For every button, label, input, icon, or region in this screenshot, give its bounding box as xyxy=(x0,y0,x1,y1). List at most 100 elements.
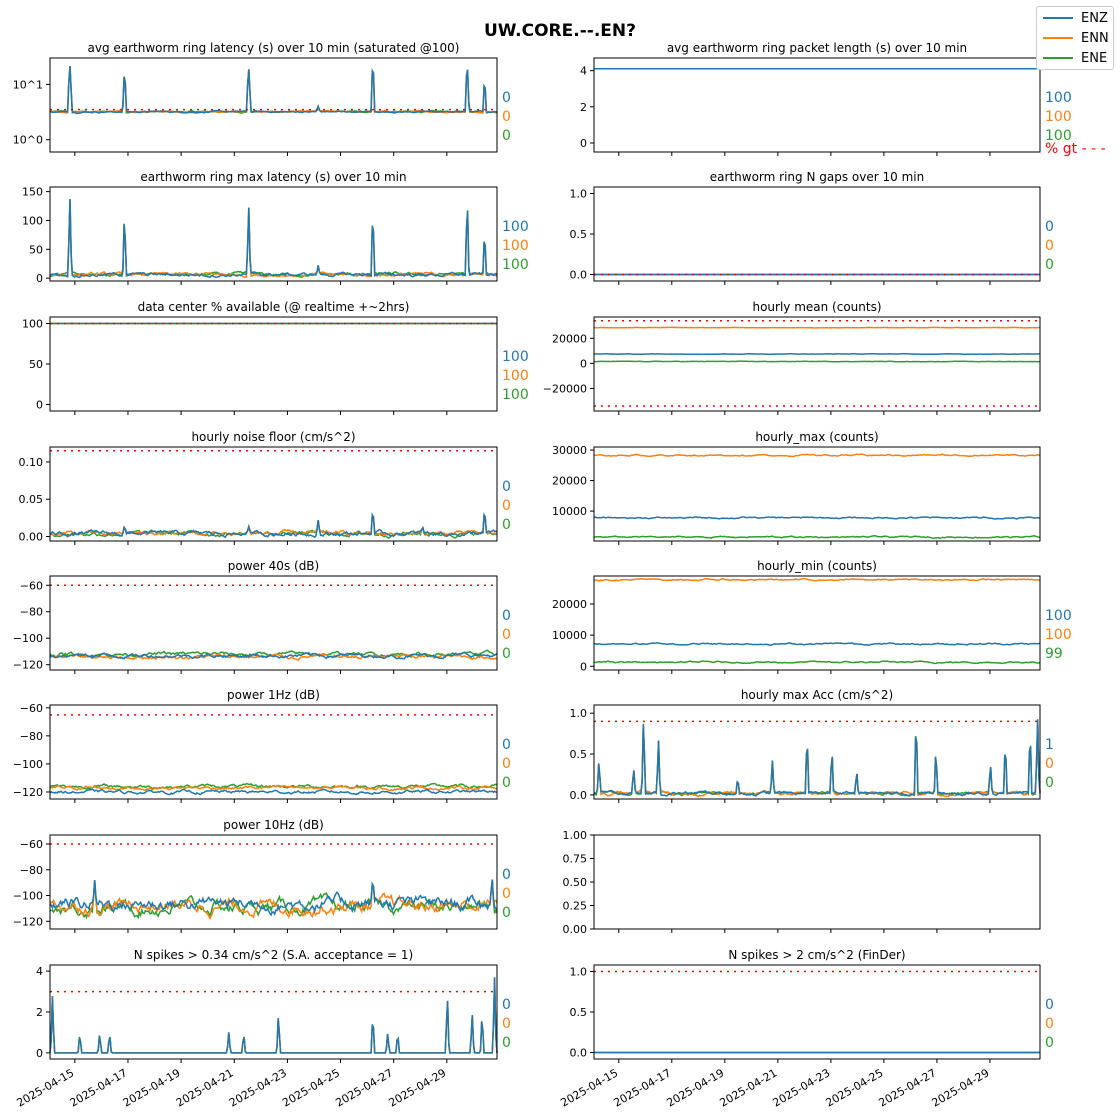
series-line-enz xyxy=(49,199,498,279)
plot-frame xyxy=(593,316,1041,412)
plot-frame xyxy=(593,57,1041,153)
y-tick-label: −120 xyxy=(13,915,43,928)
y-tick-label: −80 xyxy=(20,730,43,743)
series-line-enz xyxy=(593,642,1041,647)
percent-gt-enz: 0 xyxy=(502,997,511,1013)
series-line-ene xyxy=(49,198,498,279)
plot-frame xyxy=(49,316,498,412)
panel-p40: power 40s (dB) −120 −100 −80 −60 0 0 0 xyxy=(13,559,511,674)
y-tick-label: −60 xyxy=(20,702,43,715)
legend-label-enn: ENN xyxy=(1081,30,1109,46)
y-tick-label: −20000 xyxy=(543,382,587,395)
y-tick-label: 2 xyxy=(36,1006,43,1019)
y-tick-label: 0 xyxy=(36,272,43,285)
percent-gt-enz: 0 xyxy=(502,479,511,495)
series-line-enn xyxy=(49,199,498,278)
legend-swatch-ene xyxy=(1043,57,1073,59)
x-tick-label: 2025-04-29 xyxy=(930,1066,992,1109)
y-tick-label: 2 xyxy=(580,101,587,114)
panel-maxlat: earthworm ring max latency (s) over 10 m… xyxy=(22,170,529,285)
y-tick-label: 0 xyxy=(580,660,587,673)
series-line-enz xyxy=(593,719,1041,797)
percent-gt-ene: 99 xyxy=(1045,646,1063,662)
panel-title: hourly mean (counts) xyxy=(752,300,881,314)
y-tick-label: 20000 xyxy=(552,332,587,345)
panel-title: hourly_max (counts) xyxy=(755,430,878,444)
panel-title: power 40s (dB) xyxy=(228,559,319,573)
plot-frame xyxy=(49,704,498,800)
y-tick-label: 0.0 xyxy=(570,1047,588,1060)
x-tick-label: 2025-04-29 xyxy=(386,1066,448,1109)
series-line-ene xyxy=(593,534,1041,540)
percent-gt-ene: 0 xyxy=(502,905,511,921)
y-tick-label: −60 xyxy=(20,579,43,592)
panel-title: avg earthworm ring packet length (s) ove… xyxy=(667,41,967,55)
y-tick-label: 0 xyxy=(580,137,587,150)
panel-title: power 10Hz (dB) xyxy=(223,818,324,832)
legend-item-enn: ENN xyxy=(1043,29,1109,47)
y-tick-label: −120 xyxy=(13,786,43,799)
y-tick-label: 1.0 xyxy=(570,707,588,720)
y-tick-label: 10000 xyxy=(552,629,587,642)
y-tick-label: 1.0 xyxy=(570,965,588,978)
percent-gt-enz: 100 xyxy=(502,219,529,235)
x-tick-label: 2025-04-23 xyxy=(771,1066,833,1109)
figure-title: UW.CORE.--.EN? xyxy=(484,21,636,41)
series-line-enn xyxy=(594,326,1041,329)
panel-title: earthworm ring N gaps over 10 min xyxy=(710,170,924,184)
series-line-ene xyxy=(594,360,1041,363)
plot-frame xyxy=(49,964,498,1060)
panel-title: N spikes > 2 cm/s^2 (FinDer) xyxy=(728,948,905,962)
series-line-enn xyxy=(49,66,498,114)
panel-title: data center % available (@ realtime +~2h… xyxy=(138,300,410,314)
series-line-enn xyxy=(49,977,498,1054)
legend-swatch-enn xyxy=(1043,37,1073,39)
plot-frame xyxy=(593,834,1041,930)
x-tick-label: 2025-04-21 xyxy=(717,1066,779,1109)
legend-label-ene: ENE xyxy=(1081,50,1108,66)
y-tick-label: 150 xyxy=(22,186,43,199)
y-tick-label: 0.50 xyxy=(563,876,588,889)
percent-gt-ene: 0 xyxy=(502,1035,511,1051)
panel-hmean: hourly mean (counts) −20000 0 20000 xyxy=(543,300,1041,415)
series-line-enz xyxy=(594,352,1041,356)
percent-gt-ene: 0 xyxy=(502,646,511,662)
percent-gt-enz: 0 xyxy=(502,737,511,753)
panel-title: earthworm ring max latency (s) over 10 m… xyxy=(140,170,406,184)
percent-gt-enz: 0 xyxy=(1045,997,1054,1013)
percent-gt-enn: 0 xyxy=(1045,756,1054,772)
y-tick-label: 0 xyxy=(580,357,587,370)
series-line-ene xyxy=(594,660,1040,665)
percent-gt-enn: 100 xyxy=(502,238,529,254)
panel-p1hz: power 1Hz (dB) −120 −100 −80 −60 0 0 0 xyxy=(13,688,511,803)
y-tick-label: 0.5 xyxy=(570,748,588,761)
x-tick-label: 2025-04-17 xyxy=(611,1066,673,1109)
panel-empty: 0.00 0.25 0.50 0.75 1.00 xyxy=(563,829,1041,936)
percent-gt-ene: 100 xyxy=(1045,128,1072,144)
percent-gt-label: % gt - - - xyxy=(1045,141,1106,157)
y-tick-label: 0.5 xyxy=(570,228,588,241)
plot-frame xyxy=(593,446,1041,542)
percent-gt-enn: 0 xyxy=(502,109,511,125)
y-tick-label: 0.25 xyxy=(563,900,588,913)
series-line-ene xyxy=(49,65,498,114)
percent-gt-ene: 0 xyxy=(502,775,511,791)
percent-gt-enn: 0 xyxy=(502,1016,511,1032)
percent-gt-enz: 0 xyxy=(502,90,511,106)
percent-gt-enz: 0 xyxy=(502,608,511,624)
panel-p10hz: power 10Hz (dB) −120 −100 −80 −60 0 0 0 xyxy=(13,818,511,933)
plot-frame xyxy=(49,186,498,282)
plot-frame xyxy=(49,57,498,153)
y-tick-label: −80 xyxy=(20,864,43,877)
series-line-ene xyxy=(49,977,498,1054)
panel-title: hourly noise floor (cm/s^2) xyxy=(191,430,355,444)
series-line-enn xyxy=(49,784,498,792)
panel-spikes2: N spikes > 2 cm/s^2 (FinDer) 0.0 0.5 1.0 202… xyxy=(558,948,1054,1110)
series-line-enn xyxy=(49,512,498,537)
panels: avg earthworm ring latency (s) over 10 m… xyxy=(13,41,1106,1110)
panel-title: avg earthworm ring latency (s) over 10 m… xyxy=(88,41,460,55)
series-line-enn xyxy=(593,577,1040,582)
series-line-ene xyxy=(593,719,1041,797)
panel-hmax: hourly_max (counts) 10000 20000 30000 xyxy=(552,430,1041,545)
y-tick-label: 0 xyxy=(36,1047,43,1060)
